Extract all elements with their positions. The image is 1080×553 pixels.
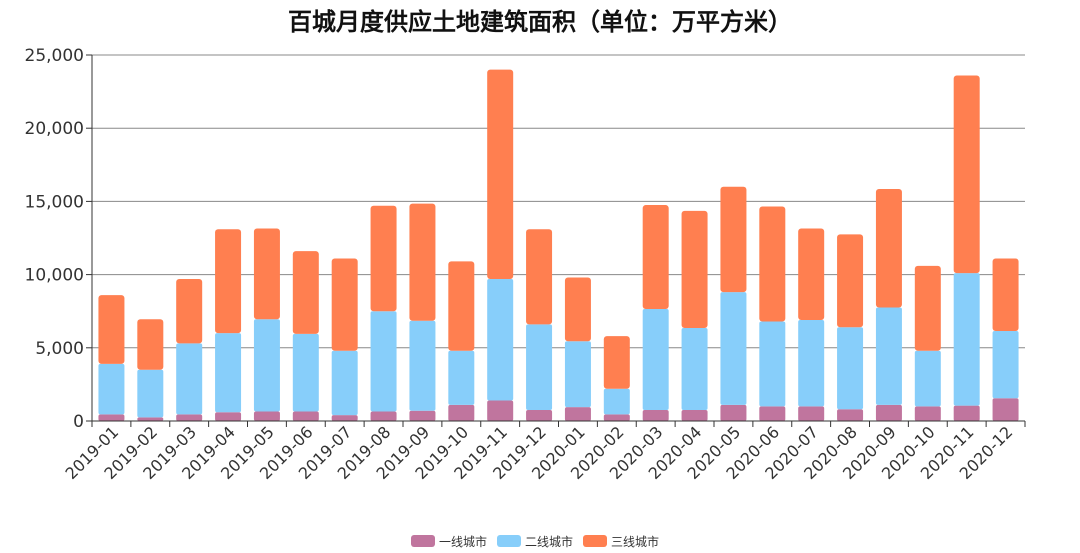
legend-swatch bbox=[411, 535, 435, 547]
legend-label: 一线城市 bbox=[439, 534, 487, 549]
chart-title: 百城月度供应土地建筑面积（单位：万平方米） bbox=[288, 8, 792, 36]
bar-segment bbox=[992, 398, 1019, 421]
legend-label: 三线城市 bbox=[611, 534, 659, 549]
bar-segment bbox=[798, 406, 825, 421]
bar-segment bbox=[642, 410, 669, 421]
bar-segment bbox=[759, 321, 786, 407]
bar-segment bbox=[992, 258, 1019, 331]
bar-segment bbox=[603, 388, 630, 415]
bars bbox=[98, 69, 1019, 421]
bar-segment bbox=[331, 415, 358, 421]
bar-segment bbox=[176, 278, 203, 344]
bar-segment bbox=[526, 324, 553, 411]
bar-segment bbox=[370, 411, 397, 421]
bar-segment bbox=[875, 188, 902, 308]
bar-segment bbox=[837, 409, 864, 421]
bar-segment bbox=[798, 319, 825, 407]
bar-segment bbox=[642, 205, 669, 310]
bar-segment bbox=[564, 341, 591, 408]
legend-label: 二线城市 bbox=[525, 534, 573, 549]
bar-segment bbox=[215, 333, 242, 413]
y-tick-label: 10,000 bbox=[25, 266, 84, 286]
bar-segment bbox=[487, 400, 514, 421]
legend-item[interactable]: 一线城市 bbox=[411, 534, 487, 549]
bar-segment bbox=[409, 203, 436, 321]
legend[interactable]: 一线城市 二线城市 三线城市 bbox=[411, 534, 659, 549]
bar-segment bbox=[603, 414, 630, 421]
bar-segment bbox=[642, 309, 669, 411]
bar-segment bbox=[409, 320, 436, 411]
bar-segment bbox=[176, 414, 203, 421]
bar-segment bbox=[953, 405, 980, 421]
bar-segment bbox=[487, 278, 514, 401]
bar-segment bbox=[292, 333, 319, 412]
y-tick-label: 5,000 bbox=[35, 339, 84, 359]
bar-segment bbox=[914, 350, 941, 407]
bar-segment bbox=[603, 336, 630, 389]
y-tick-label: 0 bbox=[73, 412, 84, 432]
bar-segment bbox=[98, 295, 125, 364]
bar-segment bbox=[914, 406, 941, 421]
legend-swatch bbox=[497, 535, 521, 547]
y-tick-label: 20,000 bbox=[25, 119, 84, 139]
bar-segment bbox=[914, 265, 941, 351]
bar-segment bbox=[720, 186, 747, 293]
bar-segment bbox=[837, 234, 864, 328]
bar-segment bbox=[681, 328, 708, 411]
bar-segment bbox=[720, 404, 747, 421]
bar-segment bbox=[564, 277, 591, 342]
bar-segment bbox=[720, 292, 747, 405]
bar-segment bbox=[137, 369, 164, 418]
x-axis-ticks: 2019-012019-022019-032019-042019-052019-… bbox=[62, 421, 1026, 483]
bar-segment bbox=[176, 343, 203, 415]
bar-segment bbox=[681, 210, 708, 329]
bar-segment bbox=[98, 363, 125, 415]
bar-segment bbox=[253, 228, 280, 320]
bar-segment bbox=[331, 258, 358, 351]
bar-segment bbox=[798, 228, 825, 320]
bar-segment bbox=[137, 319, 164, 370]
bar-segment bbox=[875, 307, 902, 405]
bar-segment bbox=[759, 206, 786, 322]
bar-segment bbox=[875, 404, 902, 421]
bar-segment bbox=[448, 404, 475, 421]
bar-segment bbox=[98, 414, 125, 421]
legend-item[interactable]: 二线城市 bbox=[497, 534, 573, 549]
legend-swatch bbox=[583, 535, 607, 547]
bar-segment bbox=[953, 273, 980, 406]
bar-segment bbox=[409, 410, 436, 421]
bar-segment bbox=[253, 411, 280, 421]
bar-segment bbox=[292, 411, 319, 421]
bar-segment bbox=[681, 410, 708, 421]
bar-segment bbox=[253, 319, 280, 412]
bar-segment bbox=[992, 330, 1019, 399]
bar-segment bbox=[564, 407, 591, 421]
bar-segment bbox=[370, 205, 397, 312]
bar-segment bbox=[292, 251, 319, 334]
bar-segment bbox=[448, 261, 475, 351]
bar-segment bbox=[137, 417, 164, 421]
bar-segment bbox=[370, 311, 397, 412]
bar-segment bbox=[448, 350, 475, 405]
bar-segment bbox=[837, 327, 864, 410]
y-axis-ticks: 0 5,000 10,000 15,000 20,000 25,000 bbox=[25, 46, 92, 432]
bar-segment bbox=[331, 350, 358, 416]
bar-segment bbox=[953, 75, 980, 274]
bar-segment bbox=[526, 229, 553, 325]
bar-segment bbox=[487, 69, 514, 279]
bar-segment bbox=[215, 412, 242, 421]
bar-segment bbox=[215, 229, 242, 334]
bar-segment bbox=[526, 410, 553, 421]
legend-item[interactable]: 三线城市 bbox=[583, 534, 659, 549]
y-tick-label: 25,000 bbox=[25, 46, 84, 66]
bar-segment bbox=[759, 406, 786, 421]
y-tick-label: 15,000 bbox=[25, 192, 84, 212]
